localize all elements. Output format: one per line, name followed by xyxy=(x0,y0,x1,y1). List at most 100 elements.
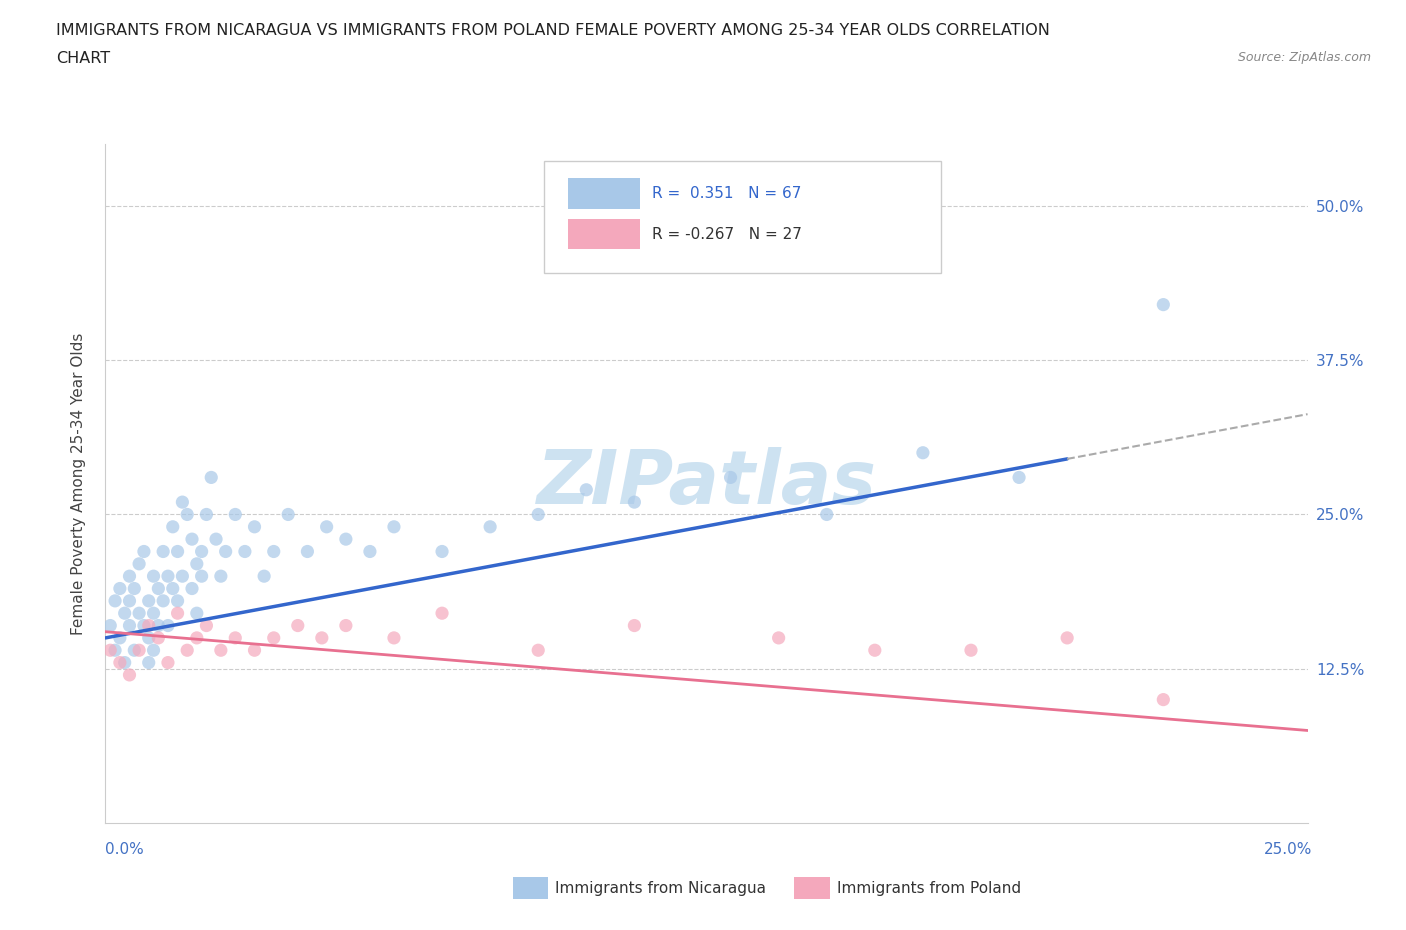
Point xyxy=(118,593,141,608)
Point xyxy=(152,593,174,608)
Point xyxy=(118,668,141,683)
Point xyxy=(430,544,453,559)
Point xyxy=(224,507,246,522)
Text: 0.0%: 0.0% xyxy=(105,842,145,857)
Point xyxy=(1152,692,1174,707)
Point xyxy=(233,544,256,559)
Point xyxy=(527,507,550,522)
Point xyxy=(138,631,160,645)
Point xyxy=(156,618,179,633)
Point xyxy=(1008,470,1031,485)
Point xyxy=(315,519,337,534)
Point xyxy=(156,569,179,584)
Text: 25.0%: 25.0% xyxy=(1264,842,1312,857)
FancyBboxPatch shape xyxy=(544,161,941,273)
Text: CHART: CHART xyxy=(56,51,110,66)
Point xyxy=(148,631,170,645)
Point xyxy=(98,643,121,658)
Point xyxy=(359,544,381,559)
Point xyxy=(311,631,333,645)
Point xyxy=(277,507,299,522)
Point xyxy=(124,581,146,596)
Point xyxy=(108,631,131,645)
Point xyxy=(98,618,121,633)
Point xyxy=(720,470,742,485)
Point xyxy=(132,618,155,633)
Point xyxy=(382,631,405,645)
Point xyxy=(172,569,194,584)
Point xyxy=(162,581,184,596)
Point xyxy=(768,631,790,645)
Point xyxy=(138,593,160,608)
Point xyxy=(132,544,155,559)
Point xyxy=(128,556,150,571)
Point xyxy=(575,483,598,498)
Point xyxy=(166,593,188,608)
Point xyxy=(263,631,285,645)
Point xyxy=(253,569,276,584)
Point xyxy=(195,507,218,522)
Point xyxy=(118,569,141,584)
Point xyxy=(128,643,150,658)
Point xyxy=(124,643,146,658)
Point xyxy=(138,618,160,633)
Point xyxy=(186,556,208,571)
Bar xyxy=(568,179,640,208)
Point xyxy=(166,544,188,559)
Y-axis label: Female Poverty Among 25-34 Year Olds: Female Poverty Among 25-34 Year Olds xyxy=(72,332,86,635)
Point xyxy=(335,618,357,633)
Point xyxy=(190,569,212,584)
Point xyxy=(186,605,208,620)
Text: Source: ZipAtlas.com: Source: ZipAtlas.com xyxy=(1237,51,1371,64)
Point xyxy=(138,655,160,670)
Point xyxy=(1152,298,1174,312)
Point xyxy=(162,519,184,534)
Point xyxy=(166,605,188,620)
Point xyxy=(181,532,204,547)
Point xyxy=(863,643,886,658)
Point xyxy=(960,643,983,658)
Point xyxy=(104,593,127,608)
Point xyxy=(214,544,236,559)
Point xyxy=(142,643,165,658)
Point xyxy=(1056,631,1078,645)
Text: ZIPatlas: ZIPatlas xyxy=(537,447,876,520)
Point xyxy=(128,605,150,620)
Point xyxy=(114,655,136,670)
Point xyxy=(172,495,194,510)
Text: R =  0.351   N = 67: R = 0.351 N = 67 xyxy=(652,186,801,201)
Point xyxy=(190,544,212,559)
Point xyxy=(148,581,170,596)
Point xyxy=(142,605,165,620)
Point xyxy=(815,507,838,522)
Point xyxy=(186,631,208,645)
Point xyxy=(335,532,357,547)
Point xyxy=(104,643,127,658)
Point xyxy=(118,618,141,633)
Point xyxy=(176,507,198,522)
Point xyxy=(108,581,131,596)
Point xyxy=(297,544,319,559)
Text: Immigrants from Poland: Immigrants from Poland xyxy=(837,881,1021,896)
Point xyxy=(287,618,309,633)
Point xyxy=(527,643,550,658)
Point xyxy=(911,445,934,460)
Point xyxy=(263,544,285,559)
Text: IMMIGRANTS FROM NICARAGUA VS IMMIGRANTS FROM POLAND FEMALE POVERTY AMONG 25-34 Y: IMMIGRANTS FROM NICARAGUA VS IMMIGRANTS … xyxy=(56,23,1050,38)
Point xyxy=(479,519,502,534)
Point xyxy=(195,618,218,633)
Point xyxy=(148,618,170,633)
Point xyxy=(209,569,232,584)
Point xyxy=(108,655,131,670)
Point xyxy=(200,470,222,485)
Text: R = -0.267   N = 27: R = -0.267 N = 27 xyxy=(652,227,803,242)
Point xyxy=(205,532,228,547)
Point xyxy=(623,495,645,510)
Point xyxy=(430,605,453,620)
Point xyxy=(156,655,179,670)
Bar xyxy=(568,219,640,249)
Point xyxy=(114,605,136,620)
Point xyxy=(243,643,266,658)
Point xyxy=(176,643,198,658)
Point xyxy=(142,569,165,584)
